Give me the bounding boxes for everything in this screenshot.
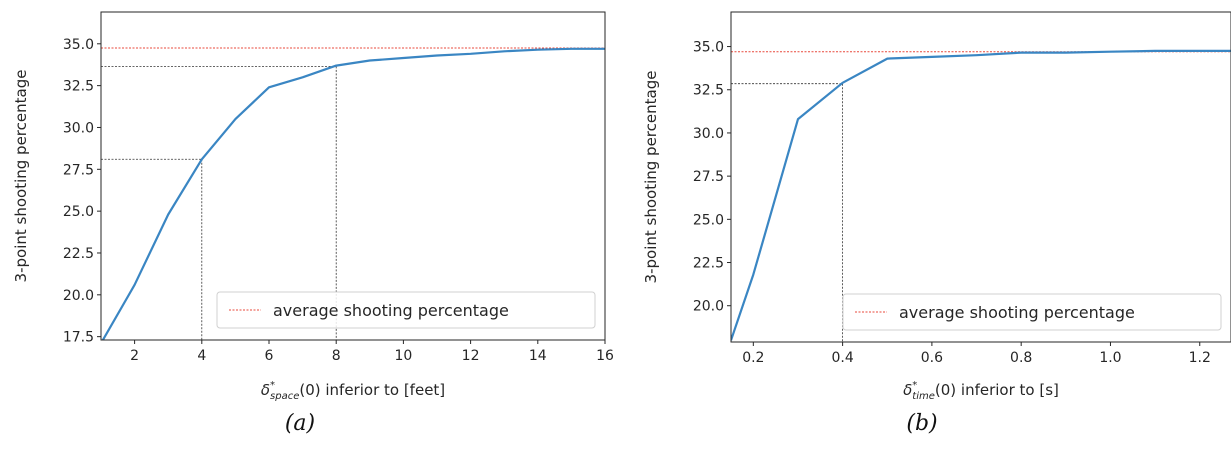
legend-box	[216, 291, 596, 329]
y-tick-label: 25.0	[63, 204, 94, 220]
x-axis-label: δ* space(0) inferior to [feet]	[261, 380, 445, 402]
y-tick-label: 22.5	[693, 256, 724, 272]
x-tick-label: 0.2	[742, 350, 764, 366]
panel-caption: (b)	[906, 411, 937, 436]
x-tick-label: 0.6	[921, 350, 943, 366]
y-tick-label: 32.5	[63, 79, 94, 95]
x-tick-label: 6	[265, 348, 274, 364]
y-tick-label: 32.5	[693, 83, 724, 99]
y-tick-label: 25.0	[693, 212, 724, 228]
y-axis-label: 3-point shooting percentage	[642, 71, 660, 284]
x-tick-label: 4	[197, 348, 206, 364]
series-line	[731, 49, 1231, 341]
y-tick-label: 30.0	[693, 126, 724, 142]
x-tick-label: 1.0	[1099, 350, 1121, 366]
panel-caption: (a)	[285, 411, 315, 436]
y-tick-label: 20.0	[693, 299, 724, 315]
chart-panel-a: 2 4 6 8 10 12 14 16 17.5 20.0 22.5 25.0 27.5 30.0 32.5…	[12, 11, 614, 436]
y-tick-label: 30.0	[63, 120, 94, 136]
y-axis-label: 3-point shooting percentage	[12, 70, 30, 283]
legend-label: average shooting percentage	[899, 303, 1135, 322]
x-tick-label: 8	[332, 348, 341, 364]
y-tick-label: 27.5	[63, 162, 94, 178]
y-tick-label: 35.0	[63, 37, 94, 53]
x-tick-label: 14	[529, 348, 547, 364]
y-tick-label: 17.5	[63, 330, 94, 346]
y-tick-label: 20.0	[63, 288, 94, 304]
legend-label: average shooting percentage	[273, 301, 509, 320]
x-tick-label: 12	[462, 348, 480, 364]
y-tick-label: 27.5	[693, 169, 724, 185]
y-tick-label: 35.0	[693, 40, 724, 56]
x-tick-label: 2	[130, 348, 139, 364]
x-tick-label: 10	[394, 348, 412, 364]
x-axis-label: δ* time(0) inferior to [s]	[903, 380, 1059, 402]
legend-box	[842, 293, 1222, 331]
x-tick-label: 0.4	[831, 350, 853, 366]
chart-panel-b: 0.2 0.4 0.6 0.8 1.0 1.2 20.0 22.5 25.0 27.5 30.0 32…	[642, 11, 1231, 436]
x-tick-label: 16	[596, 348, 614, 364]
plot-frame	[730, 11, 1231, 343]
plot-frame	[100, 11, 606, 341]
x-tick-label: 1.2	[1189, 350, 1211, 366]
series-line	[101, 47, 605, 340]
x-tick-label: 0.8	[1010, 350, 1032, 366]
y-tick-label: 22.5	[63, 246, 94, 262]
